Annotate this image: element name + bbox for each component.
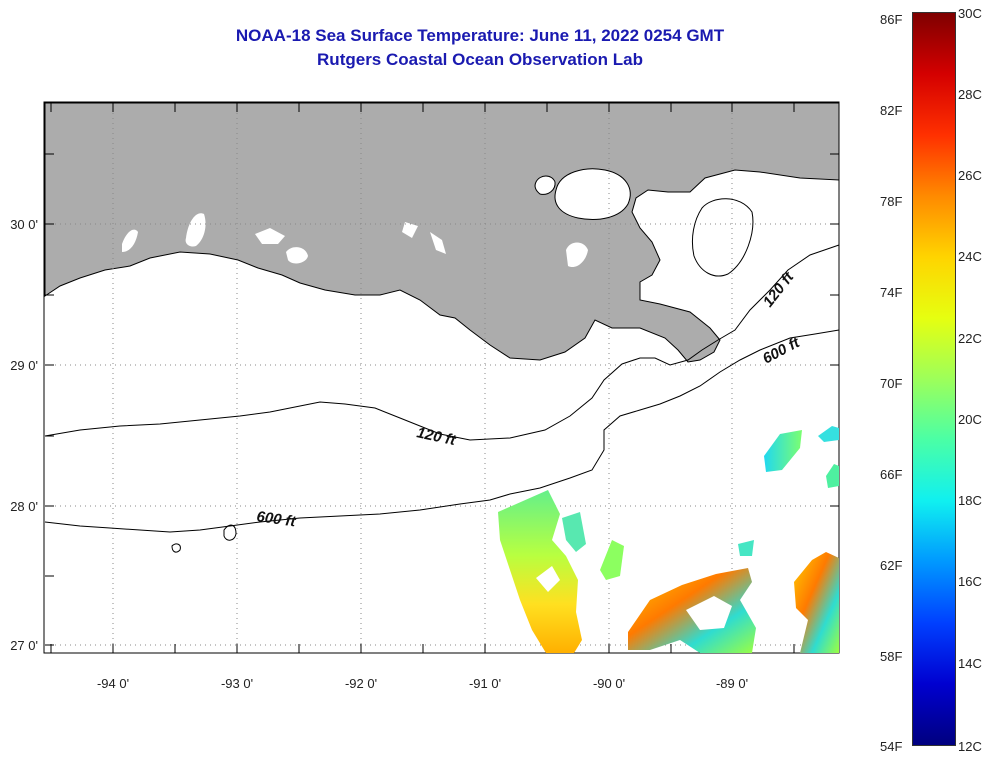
colorbar-label-c: 18C [958, 493, 982, 508]
colorbar-label-c: 16C [958, 574, 982, 589]
colorbar-label-f: 58F [880, 649, 903, 664]
lake-2 [534, 175, 556, 195]
colorbar-label-c: 14C [958, 656, 982, 671]
lake-8 [402, 222, 418, 238]
lon-label: -93 0' [221, 676, 253, 691]
contour-islet-2 [171, 543, 181, 553]
sst-patch-scatter-2 [738, 540, 754, 556]
lake-5 [255, 228, 285, 244]
colorbar-label-c: 22C [958, 331, 982, 346]
sst-patch-west [498, 490, 582, 653]
lat-label: 28 0' [10, 499, 38, 514]
contour-120ft [44, 244, 840, 441]
bathymetry-contours [44, 244, 840, 553]
lake-7 [566, 242, 588, 268]
colorbar-label-c: 28C [958, 87, 982, 102]
color-scale-bar [912, 12, 956, 746]
lake-6 [286, 247, 308, 264]
lake-4 [122, 229, 138, 252]
contour-islet-1 [223, 524, 237, 541]
map-subtitle: Rutgers Coastal Ocean Observation Lab [317, 50, 643, 69]
lat-label: 30 0' [10, 217, 38, 232]
sst-patch-mid [562, 512, 586, 552]
map-title: NOAA-18 Sea Surface Temperature: June 11… [235, 26, 725, 45]
lon-label: -89 0' [716, 676, 748, 691]
sst-patch-south-hole [686, 596, 732, 630]
colorbar-label-c: 20C [958, 412, 982, 427]
sst-patch-ne-3 [826, 464, 839, 488]
lon-label: -90 0' [593, 676, 625, 691]
sst-patch-ne-2 [818, 426, 839, 442]
sst-data [498, 426, 839, 653]
lake-3 [185, 213, 206, 247]
lon-label: -91 0' [469, 676, 501, 691]
lon-label: -94 0' [97, 676, 129, 691]
lake-1 [554, 168, 631, 220]
sst-patch-ne [764, 430, 802, 472]
colorbar-label-c: 26C [958, 168, 982, 183]
sst-patch-east [794, 552, 839, 653]
sst-patch-scatter [600, 540, 624, 580]
colorbar-label-f: 54F [880, 739, 903, 754]
colorbar-label-f: 62F [880, 558, 903, 573]
colorbar-label-c: 30C [958, 6, 982, 21]
contour-600ft [44, 329, 840, 533]
colorbar-label-c: 24C [958, 249, 982, 264]
contour-label-600-west: 600 ft [255, 508, 297, 530]
sst-patch-west-gap [536, 566, 560, 592]
colorbar-label-f: 66F [880, 467, 903, 482]
lon-label: -92 0' [345, 676, 377, 691]
land-mass [44, 102, 840, 363]
colorbar-label-f: 78F [880, 194, 903, 209]
marsh-east [691, 198, 754, 277]
colorbar-label-c: 12C [958, 739, 982, 754]
lat-label: 27 0' [10, 638, 38, 653]
colorbar-label-f: 74F [880, 285, 903, 300]
lake-9 [430, 232, 446, 254]
colorbar-label-f: 82F [880, 103, 903, 118]
graticule [45, 103, 839, 653]
colorbar-label-f: 70F [880, 376, 903, 391]
lat-label: 29 0' [10, 358, 38, 373]
colorbar-label-f: 86F [880, 12, 903, 27]
